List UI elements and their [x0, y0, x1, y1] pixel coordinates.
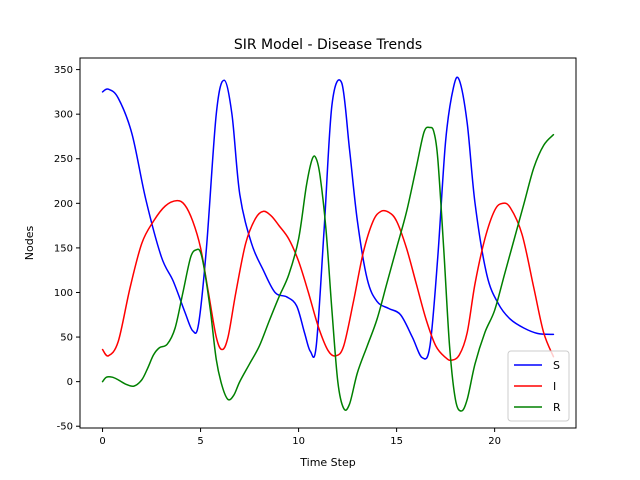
legend-label-s: S: [553, 359, 560, 372]
y-tick-label: -50: [57, 422, 73, 433]
y-tick-label: 250: [54, 154, 73, 165]
y-tick-label: 350: [54, 65, 73, 76]
legend-items: SIR: [514, 359, 561, 414]
x-tick-label: 5: [197, 436, 203, 447]
y-tick-label: 200: [54, 199, 73, 210]
x-tick-label: 15: [390, 436, 403, 447]
legend-label-r: R: [553, 401, 561, 414]
series-layer: [101, 76, 555, 412]
y-tick-label: 0: [67, 377, 73, 388]
y-tick-label: 100: [54, 288, 73, 299]
chart-title: SIR Model - Disease Trends: [234, 37, 422, 53]
series-line-i: [101, 199, 555, 362]
y-tick-label: 150: [54, 243, 73, 254]
x-tick-label: 20: [488, 436, 501, 447]
x-axis: 0 5 10 15 20: [99, 428, 501, 447]
y-axis-label: Nodes: [23, 226, 36, 261]
y-tick-label: 50: [60, 333, 73, 344]
series-line-s: [101, 76, 555, 360]
series-line-r: [101, 126, 555, 412]
x-axis-label: Time Step: [299, 456, 355, 469]
x-tick-label: 10: [292, 436, 305, 447]
y-tick-label: 300: [54, 110, 73, 121]
legend-label-i: I: [553, 380, 556, 393]
legend: SIR: [507, 350, 570, 422]
plot-area: [79, 57, 577, 429]
y-axis: -50 0 50 100 150 200 250 300 350: [54, 65, 80, 433]
x-tick-label: 0: [99, 436, 105, 447]
axes-frame: [79, 57, 577, 429]
